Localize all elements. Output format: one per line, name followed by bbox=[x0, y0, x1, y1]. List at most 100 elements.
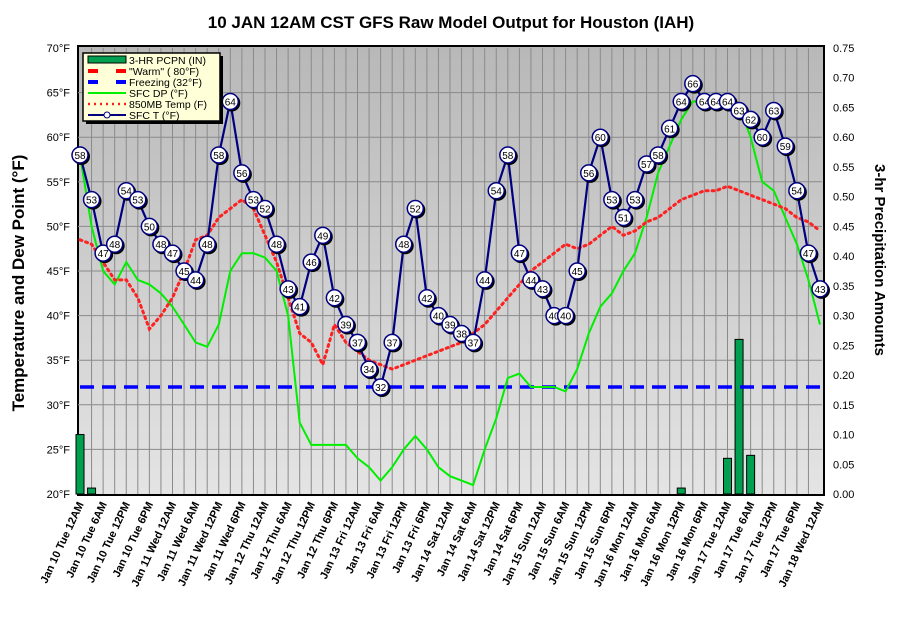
temp-point: 48 bbox=[105, 235, 125, 255]
point-marker bbox=[302, 253, 320, 271]
point-marker bbox=[117, 181, 135, 200]
temp-point: 53 bbox=[244, 190, 264, 210]
temp-point: 47 bbox=[799, 244, 819, 264]
temp-point: 58 bbox=[210, 146, 229, 166]
point-marker bbox=[452, 324, 471, 343]
point-label: 45 bbox=[572, 267, 584, 278]
temp-point: 53 bbox=[603, 190, 622, 210]
y2-tick-label: 0.00 bbox=[833, 489, 854, 501]
point-label: 47 bbox=[167, 249, 179, 260]
point-label: 43 bbox=[537, 285, 549, 296]
point-label: 53 bbox=[248, 196, 260, 207]
point-marker bbox=[603, 190, 621, 209]
temp-point: 47 bbox=[163, 244, 183, 264]
temp-point: 42 bbox=[418, 289, 437, 308]
point-label: 53 bbox=[132, 196, 144, 207]
temp-point: 37 bbox=[383, 333, 403, 353]
y-tick-label: 55°F bbox=[47, 177, 71, 189]
point-label: 44 bbox=[525, 276, 537, 287]
temp-point: 48 bbox=[152, 235, 171, 255]
point-marker bbox=[487, 181, 505, 200]
point-label: 47 bbox=[803, 249, 815, 260]
temp-point: 45 bbox=[568, 262, 588, 281]
temp-point: 37 bbox=[464, 333, 484, 353]
temp-point: 48 bbox=[267, 235, 287, 255]
temp-point: 39 bbox=[337, 315, 356, 335]
point-label: 54 bbox=[121, 187, 133, 198]
point-marker bbox=[186, 271, 205, 289]
point-label: 57 bbox=[641, 160, 653, 171]
y-tick-label: 70°F bbox=[47, 43, 71, 55]
chart-title: 10 JAN 12AM CST GFS Raw Model Output for… bbox=[208, 13, 694, 32]
y-tick-label: 25°F bbox=[47, 444, 71, 456]
y-tick-label: 65°F bbox=[47, 88, 71, 100]
point-label: 60 bbox=[595, 133, 607, 144]
point-marker bbox=[730, 101, 748, 120]
point-marker bbox=[82, 190, 101, 209]
point-marker bbox=[510, 244, 529, 262]
temp-point: 56 bbox=[580, 164, 599, 183]
point-marker bbox=[765, 101, 783, 120]
y-tick-label: 60°F bbox=[47, 132, 71, 144]
y2-tick-label: 0.25 bbox=[833, 340, 854, 352]
point-label: 38 bbox=[456, 329, 468, 340]
point-label: 32 bbox=[375, 383, 387, 394]
point-marker bbox=[649, 146, 667, 164]
y-tick-label: 30°F bbox=[47, 400, 71, 412]
temp-point: 58 bbox=[499, 146, 518, 166]
point-label: 61 bbox=[664, 124, 676, 135]
point-label: 64 bbox=[722, 98, 734, 109]
point-label: 56 bbox=[583, 169, 595, 180]
legend-label: SFC T (°F) bbox=[129, 110, 179, 122]
point-label: 37 bbox=[468, 338, 480, 349]
temp-point: 44 bbox=[186, 271, 206, 290]
point-marker bbox=[105, 235, 124, 253]
y2-axis-title: 3-hr Precipitation Amounts bbox=[871, 164, 888, 356]
point-label: 41 bbox=[294, 303, 306, 314]
point-label: 64 bbox=[225, 98, 237, 109]
point-label: 64 bbox=[710, 98, 722, 109]
temp-point: 64 bbox=[672, 92, 692, 112]
point-label: 40 bbox=[433, 312, 445, 323]
point-marker bbox=[314, 226, 332, 245]
precip-bars bbox=[75, 338, 756, 495]
point-marker bbox=[175, 262, 193, 280]
temp-point: 58 bbox=[71, 146, 90, 166]
point-label: 48 bbox=[109, 240, 121, 251]
point-marker bbox=[152, 235, 170, 253]
y2-tick-label: 0.10 bbox=[833, 430, 854, 442]
point-marker bbox=[672, 92, 690, 111]
temp-point: 60 bbox=[753, 128, 773, 148]
point-marker bbox=[198, 235, 216, 253]
temp-point: 44 bbox=[475, 271, 495, 290]
point-marker bbox=[441, 315, 459, 334]
temp-point: 61 bbox=[660, 119, 680, 139]
point-marker bbox=[499, 146, 517, 164]
point-label: 48 bbox=[271, 240, 283, 251]
precip-bar bbox=[734, 338, 744, 495]
point-label: 46 bbox=[306, 258, 318, 269]
point-marker bbox=[799, 244, 818, 262]
point-marker bbox=[383, 333, 401, 352]
point-marker bbox=[637, 155, 656, 173]
point-marker bbox=[163, 244, 182, 262]
point-label: 66 bbox=[687, 80, 699, 91]
temp-point: 46 bbox=[302, 253, 322, 273]
y2-tick-label: 0.05 bbox=[833, 459, 854, 471]
point-label: 60 bbox=[757, 133, 769, 144]
point-label: 58 bbox=[653, 151, 665, 162]
temp-point: 43 bbox=[533, 280, 553, 299]
point-marker bbox=[522, 271, 540, 289]
y2-tick-label: 0.60 bbox=[833, 132, 854, 144]
y2-tick-label: 0.65 bbox=[833, 102, 854, 114]
y-tick-label: 40°F bbox=[47, 311, 71, 323]
temp-point: 54 bbox=[117, 181, 137, 201]
point-label: 53 bbox=[606, 196, 618, 207]
point-marker bbox=[568, 262, 586, 280]
point-marker bbox=[210, 146, 228, 164]
temp-point: 58 bbox=[649, 146, 669, 166]
point-marker bbox=[129, 190, 147, 209]
temp-point: 53 bbox=[129, 190, 148, 210]
point-label: 52 bbox=[410, 205, 422, 216]
